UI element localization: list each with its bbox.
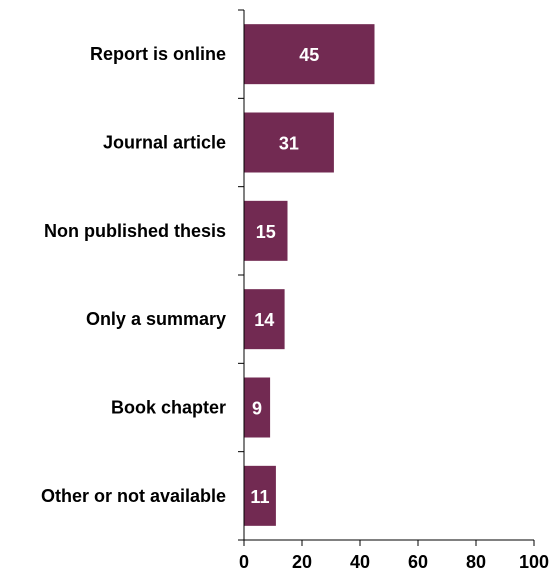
x-tick-label: 40 — [350, 552, 370, 572]
category-label-report-is-online: Report is online — [90, 44, 226, 64]
bar-non-published-thesis — [244, 200, 288, 261]
category-labels-layer: Report is online Journal article Non publi… — [41, 44, 226, 506]
category-label-other-or-not-available: Other or not available — [41, 486, 226, 506]
bars-layer — [244, 24, 375, 526]
bar-report-is-online — [244, 24, 375, 85]
x-tick-label: 0 — [239, 552, 249, 572]
data-label-other-or-not-available: 11 — [250, 487, 269, 507]
x-tick-label: 80 — [466, 552, 486, 572]
tick-labels-layer: 0 20 40 60 80 100 — [239, 552, 549, 572]
x-tick-label: 20 — [292, 552, 312, 572]
category-label-non-published-thesis: Non published thesis — [44, 221, 226, 241]
bar-other-or-not-available — [244, 465, 276, 526]
x-tick-label: 60 — [408, 552, 428, 572]
category-label-book-chapter: Book chapter — [111, 398, 226, 418]
category-label-journal-article: Journal article — [103, 133, 226, 153]
bar-book-chapter — [244, 377, 271, 438]
x-tick-label: 100 — [519, 552, 549, 572]
data-label-only-a-summary: 14 — [254, 310, 274, 330]
bar-journal-article — [244, 112, 334, 173]
data-label-journal-article: 31 — [279, 134, 299, 154]
bar-only-a-summary — [244, 289, 285, 350]
axes-layer — [238, 9, 535, 546]
data-label-non-published-thesis: 15 — [256, 222, 276, 242]
data-label-book-chapter: 9 — [252, 399, 262, 419]
category-label-only-a-summary: Only a summary — [86, 309, 226, 329]
data-label-report-is-online: 45 — [299, 45, 319, 65]
data-labels-layer: 45 31 15 14 9 11 — [250, 45, 319, 507]
